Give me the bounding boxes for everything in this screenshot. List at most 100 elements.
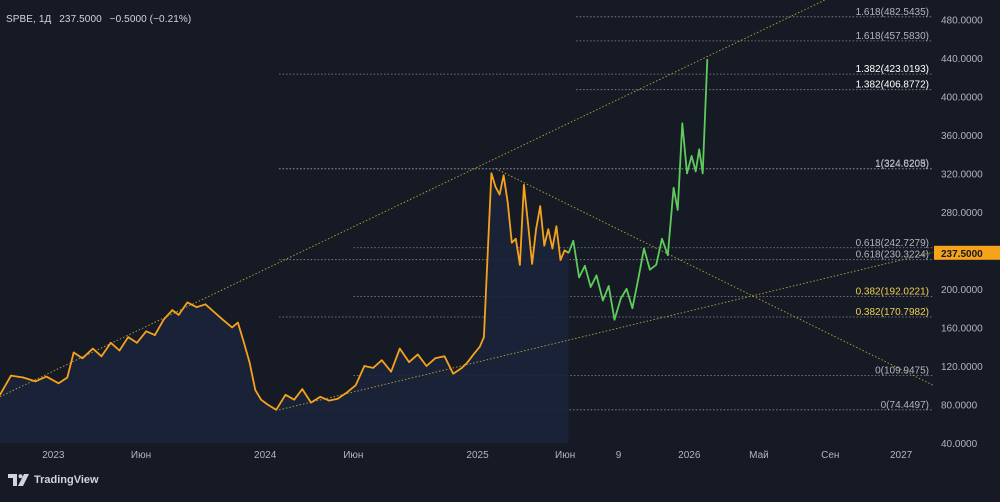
forecast-point [649, 268, 651, 271]
history-point [284, 394, 287, 396]
history-point [260, 398, 262, 401]
history-point [222, 318, 224, 321]
forecast-point [613, 318, 616, 321]
history-point [425, 365, 428, 367]
price-change: −0.5000 (−0.21%) [109, 14, 192, 25]
history-point [171, 309, 174, 311]
history-point [162, 318, 165, 321]
y-tick-label: 40.0000 [941, 439, 978, 450]
history-point [466, 361, 469, 363]
history-point [443, 355, 446, 358]
y-tick-label: 480.0000 [941, 15, 983, 26]
forecast-point [661, 238, 663, 240]
y-tick-label: 400.0000 [941, 92, 983, 103]
forecast-point [602, 299, 604, 302]
history-point [92, 347, 94, 350]
history-point [502, 174, 505, 177]
forecast-point [701, 172, 704, 175]
forecast-point [625, 288, 628, 290]
history-point [539, 205, 541, 207]
forecast-point [595, 274, 598, 277]
history-point [231, 326, 233, 329]
history-point [363, 365, 366, 367]
history-point [275, 408, 277, 411]
x-tick-label: 2027 [890, 450, 913, 461]
x-tick-label: 2023 [42, 450, 65, 461]
last-price-badge [934, 245, 1000, 260]
history-point [479, 345, 481, 348]
history-point [34, 380, 37, 383]
history-point [408, 361, 410, 363]
history-point [118, 349, 121, 352]
history-point [563, 249, 566, 252]
history-point [472, 353, 475, 356]
x-tick-label: Июн [131, 450, 151, 461]
history-point [486, 259, 489, 261]
x-tick-label: Май [749, 450, 769, 461]
fib-level-label: 1(324.8205) [875, 159, 929, 170]
forecast-point [643, 247, 645, 250]
last-price: 237.5000 [59, 14, 102, 25]
y-tick-label: 280.0000 [941, 208, 983, 219]
history-point [434, 357, 436, 360]
symbol-name[interactable]: SPBE, 1Д [6, 14, 52, 25]
history-point [145, 330, 148, 333]
forecast-point [681, 122, 684, 125]
forecast-point [698, 148, 700, 151]
history-point [66, 376, 69, 379]
last-price-badge-label: 237.5000 [941, 249, 983, 260]
history-point [45, 375, 48, 378]
history-point [498, 193, 501, 196]
history-point [531, 263, 533, 265]
x-tick-label: 2025 [466, 450, 489, 461]
brand-name: TradingView [34, 474, 99, 486]
history-area-fill [0, 173, 569, 443]
history-point [301, 388, 304, 390]
forecast-point [676, 209, 679, 211]
history-point [248, 361, 251, 363]
history-point [527, 222, 529, 225]
history-point [237, 321, 239, 324]
forecast-point [690, 155, 693, 157]
plot-area [0, 0, 933, 443]
forecast-point [620, 297, 622, 300]
history-point [398, 347, 401, 350]
history-point [186, 301, 189, 304]
history-point [490, 172, 493, 175]
y-tick-label: 120.0000 [941, 362, 983, 373]
trendline [0, 0, 826, 398]
history-point [100, 355, 103, 358]
x-tick-label: 2026 [678, 450, 701, 461]
tradingview-logo-icon [8, 474, 29, 486]
history-point [328, 399, 330, 402]
forecast-point [631, 307, 634, 309]
history-point [72, 351, 75, 354]
x-tick-label: Июн [343, 450, 363, 461]
history-point [154, 334, 156, 336]
forecast-point [589, 286, 592, 288]
forecast-point [706, 58, 709, 61]
fib-level-label: 1.618(482.5435) [856, 7, 929, 18]
fib-level-label: 0.382(170.7982) [856, 307, 929, 318]
trendline [278, 251, 933, 411]
fib-level-label: 0(109.9475) [875, 366, 929, 377]
history-point [254, 389, 257, 391]
history-point [0, 394, 1, 396]
history-point [461, 367, 463, 369]
fib-level-label: 1.382(423.0193) [856, 64, 929, 75]
trendline [495, 168, 933, 386]
history-point [559, 259, 562, 261]
tradingview-brand[interactable]: TradingView [8, 474, 99, 486]
history-point [204, 303, 207, 306]
history-point [293, 398, 295, 401]
forecast-point [572, 239, 575, 242]
fib-level-label: 1(324.6208) [875, 159, 929, 170]
history-point [57, 382, 60, 385]
history-point [266, 403, 269, 406]
history-point [136, 342, 138, 344]
forecast-point [686, 172, 688, 175]
history-point [510, 241, 513, 244]
y-tick-label: 360.0000 [941, 131, 983, 142]
